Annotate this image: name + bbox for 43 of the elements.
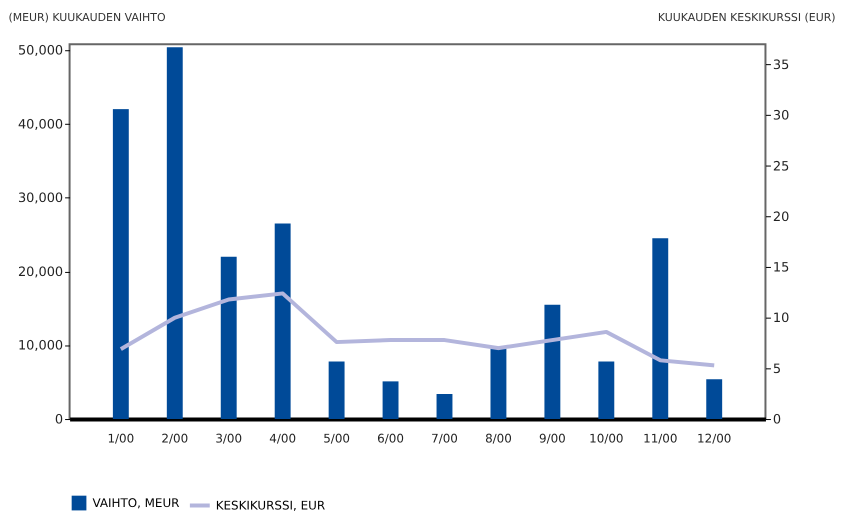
bar: [490, 347, 506, 420]
bar: [328, 361, 345, 420]
bar: [544, 304, 560, 420]
bar: [166, 47, 183, 420]
x-tick-label: 2/00: [161, 431, 188, 446]
x-tick-label: 5/00: [323, 431, 350, 446]
y-tick-label: 20,000: [18, 264, 64, 280]
line-series: [118, 291, 716, 368]
y-tick-label: 50,000: [18, 44, 64, 59]
bar: [112, 109, 129, 420]
x-tick-label: 11/00: [643, 431, 678, 446]
legend-label: KESKIKURSSI, EUR: [216, 498, 326, 513]
y2-tick-label: 10: [772, 311, 790, 326]
y-tick-label: 30,000: [18, 191, 64, 206]
y2-tick-label: 35: [772, 58, 790, 73]
x-tick-label: 1/00: [107, 431, 134, 446]
y2-tick-label: 20: [772, 210, 790, 225]
bar: [652, 238, 668, 420]
x-tick-label: 10/00: [589, 431, 624, 446]
x-tick-label: 3/00: [215, 431, 242, 446]
x-tick-label: 7/00: [431, 431, 458, 446]
x-tick-label: 9/00: [539, 431, 566, 446]
y2-tick-label: 25: [772, 159, 790, 174]
y2-axis-title: KUUKAUDEN KESKIKURSSI (EUR): [658, 10, 836, 24]
y2-tick-label: 15: [772, 260, 790, 276]
bar: [382, 381, 399, 420]
x-tick-label: 12/00: [697, 431, 732, 446]
y-axis-title: (MEUR) KUUKAUDEN VAIHTO: [8, 10, 166, 24]
y2-tick-label: 0: [772, 412, 782, 428]
bar: [220, 256, 237, 420]
x-tick-label: 4/00: [269, 431, 296, 446]
bar: [598, 361, 614, 420]
y-tick-label: 10,000: [18, 338, 64, 354]
y-tick-label: 0: [54, 412, 64, 428]
bar: [274, 224, 291, 420]
y2-tick-label: 5: [772, 362, 782, 377]
x-tick-label: 8/00: [485, 431, 512, 446]
y2-tick-label: 30: [772, 108, 790, 124]
legend-label: VAIHTO, MEUR: [92, 496, 180, 510]
y-tick-label: 40,000: [18, 117, 64, 132]
x-tick-label: 6/00: [377, 431, 404, 446]
bar: [436, 394, 452, 420]
bar: [706, 379, 722, 420]
